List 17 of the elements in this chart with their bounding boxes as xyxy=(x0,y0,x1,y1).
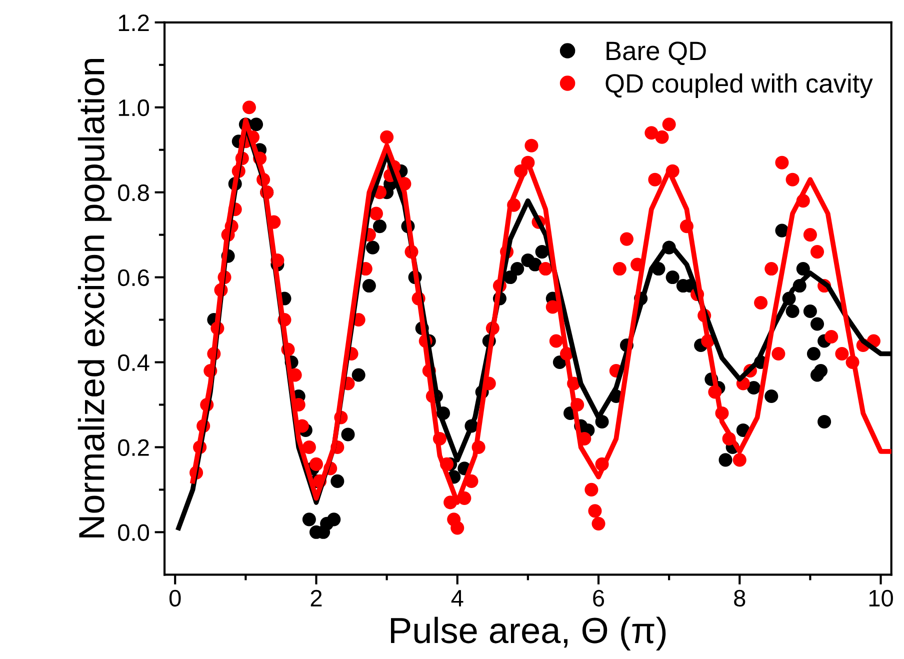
x-tick-label: 6 xyxy=(593,590,604,607)
x-tick-label: 4 xyxy=(451,590,464,606)
legend-label: QD coupled with cavity xyxy=(606,73,873,98)
y-tick-label: 1.0 xyxy=(118,99,150,116)
y-tick-label: 0.4 xyxy=(118,354,150,372)
x-tick-label: 2 xyxy=(310,590,322,606)
x-tick-label: 0 xyxy=(169,590,181,607)
legend-label: Bare QD xyxy=(606,42,706,65)
y-tick-label: 0.2 xyxy=(118,439,149,456)
x-tick-label: 8 xyxy=(734,590,746,607)
y-axis-title: Normalized exciton population xyxy=(78,58,112,538)
x-tick-label: 10 xyxy=(869,590,893,607)
y-tick-label: 0.0 xyxy=(118,524,150,541)
y-tick-label: 0.6 xyxy=(118,269,149,286)
y-tick-label: 0.8 xyxy=(118,184,149,202)
x-axis-title: Pulse area, Θ (π) xyxy=(391,616,666,650)
y-tick-label: 1.2 xyxy=(118,14,149,31)
